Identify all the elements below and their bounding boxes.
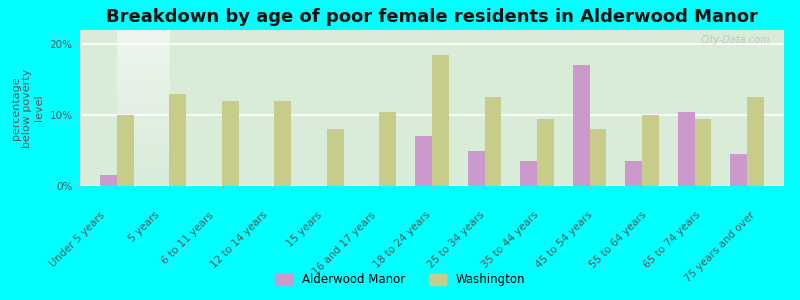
Text: 35 to 44 years: 35 to 44 years [480,210,540,271]
Bar [485,98,502,186]
Legend: Alderwood Manor, Washington: Alderwood Manor, Washington [270,269,530,291]
Bar [468,151,485,186]
Text: 65 to 74 years: 65 to 74 years [642,210,702,271]
Text: 18 to 24 years: 18 to 24 years [371,210,432,271]
Bar [117,115,134,186]
Bar [520,161,537,186]
Text: 75 years and over: 75 years and over [683,210,757,284]
Bar [590,129,606,186]
Bar [642,115,659,186]
Text: 6 to 11 years: 6 to 11 years [160,210,215,266]
Text: 25 to 34 years: 25 to 34 years [426,210,486,271]
Bar [222,101,238,186]
Text: 55 to 64 years: 55 to 64 years [588,210,649,271]
Bar [432,55,449,186]
Bar [626,161,642,186]
Bar [747,98,764,186]
Bar [694,118,711,186]
Bar [415,136,432,186]
Bar [379,112,396,186]
Bar [327,129,344,186]
Bar [537,118,554,186]
Text: Under 5 years: Under 5 years [48,210,107,269]
Bar [573,65,590,186]
Text: 12 to 14 years: 12 to 14 years [209,210,270,271]
Text: 45 to 54 years: 45 to 54 years [534,210,594,271]
Bar [730,154,747,186]
Bar [170,94,186,186]
Bar [678,112,694,186]
Title: Breakdown by age of poor female residents in Alderwood Manor: Breakdown by age of poor female resident… [106,8,758,26]
Y-axis label: percentage
below poverty
level: percentage below poverty level [10,68,44,148]
Text: 16 and 17 years: 16 and 17 years [311,210,378,277]
Text: 5 years: 5 years [127,210,162,244]
Bar [274,101,291,186]
Bar [100,176,117,186]
Text: 15 years: 15 years [285,210,324,249]
Text: City-Data.com: City-Data.com [700,35,770,45]
